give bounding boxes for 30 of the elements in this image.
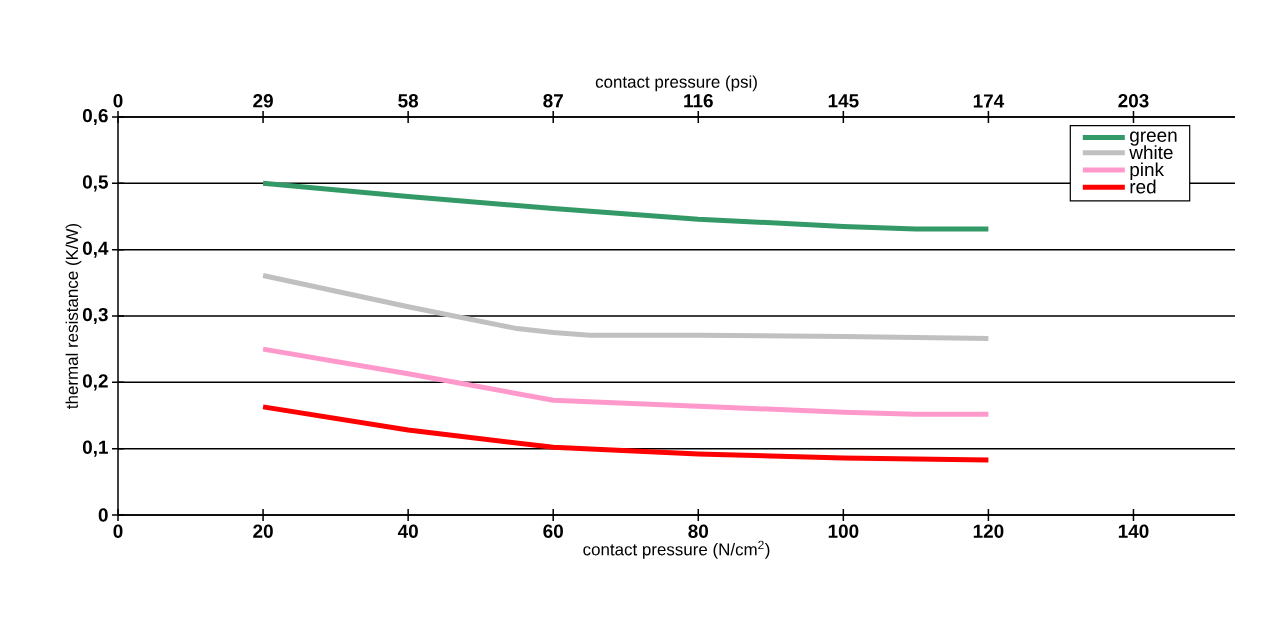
x2-tick-label: 174	[973, 94, 1005, 108]
legend-label: green	[1130, 131, 1177, 146]
y-axis-title: thermal resistance (K/W)	[65, 223, 82, 409]
legend-label: white	[1129, 145, 1173, 160]
x2-tick-label: 116	[684, 94, 713, 108]
x-tick-label: 20	[253, 524, 273, 538]
legend-label: pink	[1130, 162, 1165, 181]
x-tick-label: 40	[397, 524, 418, 538]
y-tick-label: 0,4	[82, 241, 109, 258]
x2-tick-label: 0	[113, 94, 123, 108]
y-tick-label: 0,6	[82, 108, 108, 126]
x-tick-label: 100	[828, 524, 859, 538]
x-tick-label: 80	[688, 524, 709, 538]
y-tick-label: 0,1	[82, 440, 108, 457]
x-tick-label: 120	[973, 524, 1004, 538]
x2-axis-title: contact pressure (psi)	[595, 75, 757, 92]
legend-label: red	[1130, 179, 1156, 194]
y-tick-label: 0	[98, 508, 108, 522]
x2-tick-label: 58	[398, 94, 419, 108]
x2-tick-label: 29	[253, 94, 273, 108]
x-axis-title: contact pressure (N/cm$^{2}$)	[583, 540, 770, 559]
y-tick-label: 0,3	[82, 307, 108, 325]
y-tick-label: 0,5	[82, 175, 108, 192]
x2-tick-label: 203	[1118, 94, 1149, 108]
x2-tick-label: 87	[543, 94, 563, 108]
x-tick-label: 0	[113, 524, 123, 538]
y-tick-label: 0,2	[82, 374, 108, 391]
x2-tick-label: 145	[828, 94, 859, 108]
x-tick-label: 140	[1118, 524, 1149, 538]
x-tick-label: 60	[543, 524, 563, 538]
